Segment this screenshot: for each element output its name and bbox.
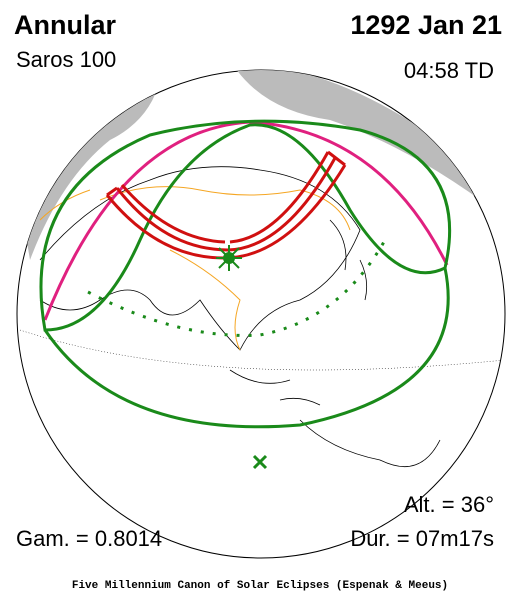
greatest-eclipse [216,245,242,271]
time: 04:58 TD [404,58,494,83]
eclipse-type: Annular [14,10,116,40]
coastlines [39,166,441,468]
sub-solar-point [252,454,268,470]
saros: Saros 100 [16,47,116,72]
night-region [20,80,160,260]
rise-set-curve [39,119,452,332]
equator [19,329,505,371]
duration: Dur. = 07m17s [350,526,494,551]
night-region [230,70,505,230]
rise-set-curve [43,267,450,429]
altitude: Alt. = 36° [404,492,494,517]
date: 1292 Jan 21 [350,10,502,40]
gamma: Gam. = 0.8014 [16,526,162,551]
footer: Five Millennium Canon of Solar Eclipses … [72,580,448,592]
